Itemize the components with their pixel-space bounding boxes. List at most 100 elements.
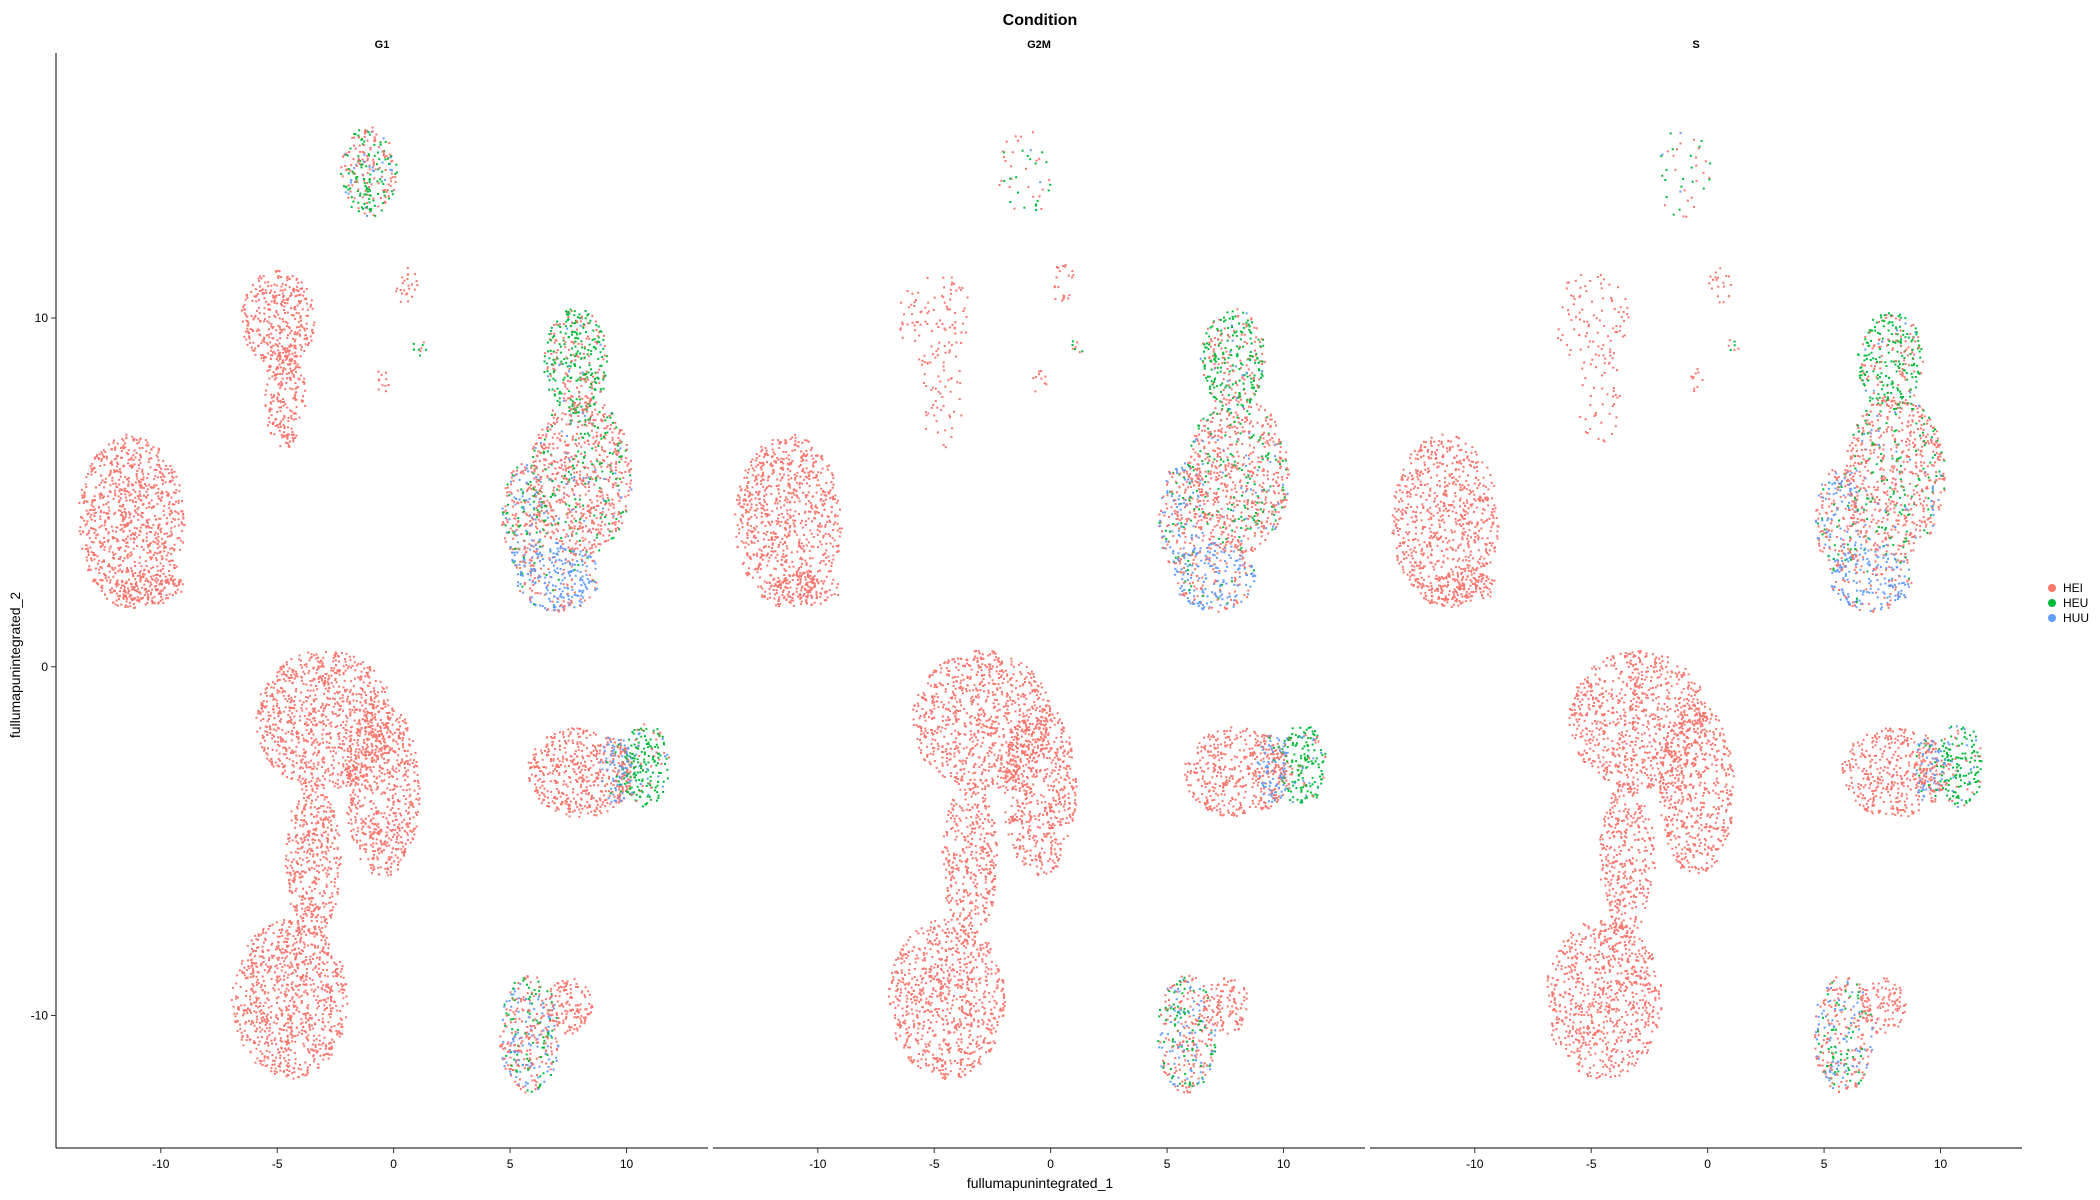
point-hei: [567, 467, 570, 469]
point-huu: [572, 479, 575, 482]
point-hei: [408, 788, 411, 791]
point-hei: [267, 333, 270, 336]
point-hei: [163, 533, 166, 535]
point-hei: [370, 818, 373, 821]
point-hei: [591, 579, 594, 582]
point-hei: [255, 309, 258, 312]
point-hei: [117, 501, 120, 504]
point-hei: [266, 731, 269, 734]
point-hei: [171, 533, 173, 536]
point-hei: [285, 661, 288, 664]
point-hei: [97, 562, 99, 565]
point-heu: [583, 423, 586, 426]
point-heu: [591, 372, 594, 375]
point-huu: [539, 538, 542, 541]
point-hei: [563, 461, 566, 464]
point-heu: [365, 186, 368, 189]
point-hei: [301, 709, 304, 712]
point-hei: [157, 540, 160, 543]
point-hei: [96, 555, 99, 558]
point-hei: [560, 498, 563, 501]
point-hei: [113, 489, 116, 492]
point-hei: [401, 851, 404, 854]
point-hei: [510, 472, 513, 474]
point-hei: [295, 754, 298, 757]
point-hei: [388, 856, 391, 859]
point-hei: [371, 126, 374, 129]
point-hei: [102, 503, 105, 506]
point-hei: [116, 442, 119, 445]
point-heu: [573, 467, 576, 470]
point-hei: [575, 432, 578, 435]
point-hei: [126, 477, 129, 480]
point-hei: [406, 763, 409, 765]
point-heu: [545, 362, 548, 365]
point-hei: [132, 603, 135, 605]
point-hei: [594, 401, 597, 404]
point-hei: [620, 481, 623, 484]
point-hei: [113, 513, 116, 516]
point-heu: [552, 350, 555, 353]
point-hei: [382, 707, 384, 710]
point-heu: [605, 360, 608, 363]
point-hei: [264, 405, 267, 408]
point-huu: [549, 592, 552, 595]
point-hei: [386, 805, 389, 808]
point-hei: [361, 158, 364, 161]
point-hei: [252, 341, 255, 344]
point-heu: [581, 346, 584, 349]
point-hei: [300, 766, 303, 769]
point-hei: [81, 547, 84, 550]
point-hei: [279, 736, 282, 739]
point-hei: [164, 541, 166, 544]
point-hei: [527, 500, 530, 503]
point-hei: [371, 792, 374, 795]
point-hei: [277, 392, 280, 395]
point-hei: [263, 749, 266, 752]
point-hei: [555, 528, 558, 531]
point-heu: [501, 511, 504, 514]
point-hei: [313, 765, 316, 768]
point-hei: [322, 656, 325, 659]
point-hei: [283, 414, 286, 417]
point-huu: [513, 496, 516, 499]
point-huu: [578, 600, 581, 603]
point-hei: [399, 785, 402, 788]
point-hei: [286, 275, 289, 278]
point-hei: [592, 559, 595, 562]
point-hei: [364, 130, 366, 133]
point-hei: [333, 785, 336, 788]
point-heu: [572, 411, 575, 414]
point-huu: [511, 551, 514, 554]
point-huu: [344, 191, 347, 194]
point-huu: [548, 559, 551, 561]
point-huu: [562, 547, 565, 550]
point-hei: [546, 475, 549, 477]
point-hei: [280, 434, 283, 437]
point-hei: [101, 453, 104, 456]
point-heu: [584, 309, 587, 312]
point-hei: [281, 292, 284, 295]
point-hei: [263, 307, 266, 310]
point-hei: [565, 467, 568, 470]
point-hei: [142, 596, 144, 599]
point-hei: [373, 700, 376, 703]
point-hei: [358, 693, 361, 695]
point-hei: [261, 292, 264, 294]
point-hei: [281, 361, 284, 364]
point-hei: [159, 471, 162, 474]
point-hei: [403, 289, 406, 292]
point-hei: [374, 680, 377, 682]
point-heu: [349, 187, 352, 190]
point-hei: [554, 478, 557, 481]
point-hei: [277, 359, 280, 362]
point-hei: [259, 290, 262, 292]
point-hei: [101, 544, 104, 547]
point-hei: [134, 597, 137, 600]
point-hei: [278, 382, 281, 385]
point-huu: [347, 192, 350, 195]
point-hei: [552, 518, 555, 521]
point-hei: [404, 842, 407, 845]
point-huu: [534, 570, 537, 573]
point-hei: [322, 723, 325, 726]
